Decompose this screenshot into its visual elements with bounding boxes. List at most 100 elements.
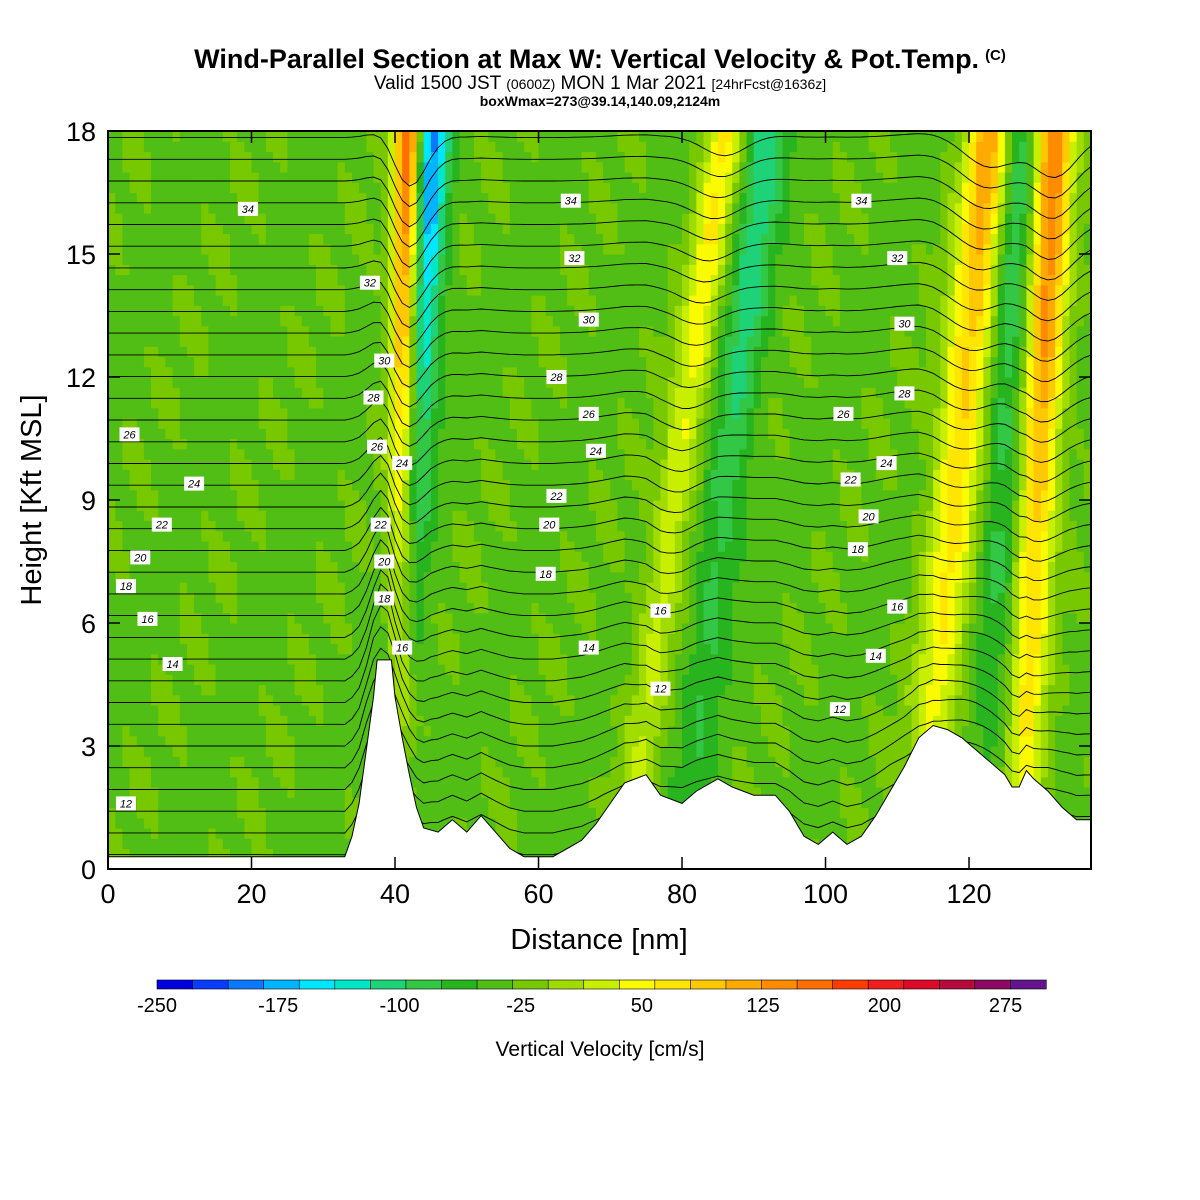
field-cell bbox=[947, 694, 956, 706]
field-cell bbox=[717, 715, 726, 727]
field-cell bbox=[545, 500, 554, 511]
field-cell bbox=[129, 530, 138, 542]
field-cell bbox=[997, 500, 1006, 511]
field-cell bbox=[732, 746, 741, 757]
field-cell bbox=[803, 653, 812, 665]
field-cell bbox=[172, 551, 181, 563]
field-cell bbox=[617, 653, 626, 665]
field-cell bbox=[158, 684, 167, 696]
field-cell bbox=[1083, 756, 1091, 768]
field-cell bbox=[466, 766, 475, 778]
field-cell bbox=[682, 510, 690, 522]
field-cell bbox=[337, 643, 346, 655]
field-cell bbox=[1026, 571, 1035, 583]
field-cell bbox=[143, 520, 152, 532]
field-cell bbox=[624, 623, 633, 634]
field-cell bbox=[344, 828, 353, 839]
field-cell bbox=[287, 674, 296, 686]
field-cell bbox=[179, 530, 188, 542]
field-cell bbox=[961, 623, 970, 634]
field-cell bbox=[143, 705, 152, 716]
field-cell bbox=[660, 582, 669, 593]
field-cell bbox=[1012, 746, 1020, 757]
field-cell bbox=[653, 510, 662, 522]
field-cell bbox=[287, 766, 296, 778]
field-cell bbox=[229, 705, 238, 716]
field-cell bbox=[997, 633, 1006, 645]
field-cell bbox=[854, 602, 862, 614]
field-cell bbox=[466, 735, 475, 747]
field-cell bbox=[760, 715, 769, 727]
field-cell bbox=[108, 530, 116, 542]
field-cell bbox=[839, 643, 848, 655]
field-cell bbox=[610, 674, 619, 686]
field-cell bbox=[287, 500, 296, 511]
field-cell bbox=[165, 694, 174, 706]
field-cell bbox=[194, 582, 202, 593]
field-cell bbox=[251, 756, 260, 768]
field-cell bbox=[717, 592, 726, 604]
field-cell bbox=[552, 725, 561, 737]
field-cell bbox=[409, 643, 418, 655]
field-cell bbox=[753, 664, 762, 675]
field-cell bbox=[129, 705, 138, 716]
field-cell bbox=[179, 510, 188, 522]
field-cell bbox=[409, 592, 418, 604]
field-cell bbox=[775, 530, 784, 542]
field-cell bbox=[696, 756, 705, 768]
field-cell bbox=[172, 623, 181, 634]
field-cell bbox=[473, 643, 482, 655]
field-cell bbox=[129, 510, 138, 522]
field-cell bbox=[194, 623, 202, 634]
field-cell bbox=[538, 500, 547, 511]
field-cell bbox=[229, 530, 238, 542]
field-cell bbox=[1047, 674, 1056, 686]
field-cell bbox=[438, 664, 446, 675]
field-cell bbox=[430, 735, 439, 747]
field-cell bbox=[682, 735, 690, 747]
field-cell bbox=[961, 633, 970, 645]
field-cell bbox=[423, 530, 432, 542]
field-cell bbox=[624, 653, 633, 665]
field-cell bbox=[301, 766, 310, 778]
field-cell bbox=[1040, 776, 1049, 788]
field-cell bbox=[481, 510, 489, 522]
field-cell bbox=[839, 592, 848, 604]
field-cell bbox=[603, 500, 611, 511]
field-cell bbox=[237, 623, 245, 634]
field-cell bbox=[524, 612, 532, 624]
field-cell bbox=[732, 571, 741, 583]
field-cell bbox=[897, 530, 906, 542]
field-cell bbox=[574, 674, 583, 686]
field-cell bbox=[997, 571, 1006, 583]
field-cell bbox=[588, 766, 597, 778]
field-cell bbox=[495, 766, 504, 778]
field-cell bbox=[143, 725, 152, 737]
field-cell bbox=[201, 489, 210, 501]
field-cell bbox=[839, 787, 848, 798]
field-cell bbox=[129, 592, 138, 604]
field-cell bbox=[316, 848, 324, 860]
field-cell bbox=[373, 623, 382, 634]
field-cell bbox=[115, 735, 123, 747]
field-cell bbox=[868, 500, 877, 511]
field-cell bbox=[387, 520, 396, 532]
field-cell bbox=[229, 592, 238, 604]
field-cell bbox=[775, 664, 784, 675]
field-cell bbox=[179, 684, 188, 696]
field-cell bbox=[258, 592, 267, 604]
field-cell bbox=[308, 746, 317, 757]
field-cell bbox=[445, 643, 454, 655]
field-cell bbox=[746, 541, 755, 552]
field-cell bbox=[818, 520, 827, 532]
field-cell bbox=[760, 582, 769, 593]
field-cell bbox=[201, 664, 210, 675]
field-cell bbox=[308, 571, 317, 583]
field-cell bbox=[208, 694, 217, 706]
field-cell bbox=[1047, 664, 1056, 675]
field-cell bbox=[165, 623, 174, 634]
field-cell bbox=[983, 715, 992, 727]
field-cell bbox=[108, 735, 116, 747]
field-cell bbox=[1004, 520, 1013, 532]
field-cell bbox=[222, 828, 231, 839]
